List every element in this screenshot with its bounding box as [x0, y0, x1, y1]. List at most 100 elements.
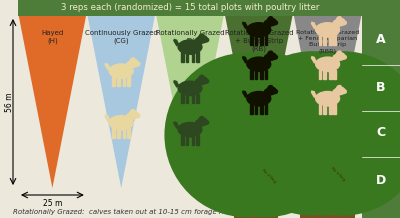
Bar — [265, 35, 267, 45]
Bar — [127, 76, 130, 86]
Bar — [192, 52, 194, 62]
Polygon shape — [19, 16, 86, 188]
Ellipse shape — [247, 57, 271, 71]
Ellipse shape — [258, 70, 262, 72]
Ellipse shape — [258, 35, 262, 37]
Bar — [117, 128, 120, 138]
Bar — [192, 94, 194, 103]
Circle shape — [164, 53, 329, 217]
Bar — [127, 128, 130, 138]
Bar — [112, 76, 115, 86]
Ellipse shape — [273, 55, 278, 59]
Bar — [234, 168, 259, 218]
Bar — [181, 94, 184, 103]
Bar — [265, 70, 267, 79]
Polygon shape — [156, 16, 224, 188]
Bar — [323, 104, 326, 114]
Ellipse shape — [109, 116, 133, 130]
Ellipse shape — [178, 40, 202, 54]
Ellipse shape — [204, 79, 209, 83]
Bar — [323, 70, 326, 79]
Ellipse shape — [266, 18, 276, 26]
Ellipse shape — [273, 90, 278, 94]
Text: 56 m: 56 m — [4, 92, 14, 112]
Ellipse shape — [264, 89, 272, 96]
Ellipse shape — [130, 58, 135, 61]
Ellipse shape — [126, 113, 134, 120]
Ellipse shape — [266, 87, 276, 95]
Polygon shape — [225, 16, 292, 143]
Bar — [362, 0, 400, 218]
Bar — [260, 104, 263, 114]
Ellipse shape — [204, 38, 209, 42]
Bar — [329, 104, 332, 114]
Bar — [330, 166, 355, 218]
Ellipse shape — [342, 90, 346, 94]
Bar — [186, 135, 188, 145]
Text: No tilling: No tilling — [261, 168, 277, 184]
Ellipse shape — [189, 52, 193, 54]
Bar — [186, 94, 188, 103]
Ellipse shape — [136, 62, 140, 66]
Ellipse shape — [199, 34, 204, 37]
Bar — [319, 104, 321, 114]
Bar — [315, 166, 340, 218]
Ellipse shape — [120, 76, 124, 78]
Ellipse shape — [199, 75, 204, 78]
Ellipse shape — [342, 21, 346, 25]
Bar — [319, 70, 321, 79]
Text: Hayed
(H): Hayed (H) — [41, 30, 64, 44]
Ellipse shape — [335, 87, 345, 95]
Ellipse shape — [195, 120, 203, 127]
Ellipse shape — [327, 70, 331, 72]
Ellipse shape — [120, 128, 124, 130]
Ellipse shape — [189, 135, 193, 137]
Ellipse shape — [266, 53, 276, 60]
Ellipse shape — [189, 94, 193, 96]
Bar — [112, 128, 115, 138]
Bar — [18, 0, 362, 16]
Bar — [196, 135, 198, 145]
Ellipse shape — [247, 23, 271, 37]
Ellipse shape — [178, 123, 202, 136]
Ellipse shape — [327, 35, 331, 37]
Ellipse shape — [342, 55, 346, 59]
Text: B: B — [376, 81, 386, 94]
Bar — [254, 104, 257, 114]
Bar — [196, 52, 198, 62]
Polygon shape — [294, 16, 361, 140]
Ellipse shape — [337, 51, 341, 54]
Text: 3 reps each (randomized) = 15 total plots with poultry litter: 3 reps each (randomized) = 15 total plot… — [61, 3, 319, 12]
Bar — [196, 94, 198, 103]
Bar — [250, 104, 252, 114]
Bar — [123, 128, 126, 138]
Bar — [123, 76, 126, 86]
Ellipse shape — [195, 79, 203, 86]
Ellipse shape — [129, 111, 138, 119]
Ellipse shape — [316, 23, 340, 37]
Bar — [260, 35, 263, 45]
Ellipse shape — [333, 89, 340, 96]
Text: Continuously Grazed
(CG): Continuously Grazed (CG) — [85, 30, 158, 44]
Ellipse shape — [195, 37, 203, 44]
Text: No tilling: No tilling — [330, 167, 346, 182]
Bar — [300, 166, 325, 218]
Bar — [260, 70, 263, 79]
Circle shape — [260, 51, 400, 216]
Bar — [181, 135, 184, 145]
Ellipse shape — [264, 20, 272, 27]
Bar — [323, 35, 326, 45]
Bar — [329, 35, 332, 45]
Bar — [186, 52, 188, 62]
Polygon shape — [250, 143, 268, 188]
Ellipse shape — [178, 81, 202, 95]
Ellipse shape — [327, 104, 331, 106]
Text: 25 m: 25 m — [43, 199, 62, 208]
Text: A: A — [376, 33, 386, 46]
Ellipse shape — [273, 21, 278, 25]
Bar — [334, 35, 336, 45]
Bar — [334, 70, 336, 79]
Ellipse shape — [198, 35, 207, 43]
Bar — [254, 35, 257, 45]
Ellipse shape — [268, 17, 272, 20]
